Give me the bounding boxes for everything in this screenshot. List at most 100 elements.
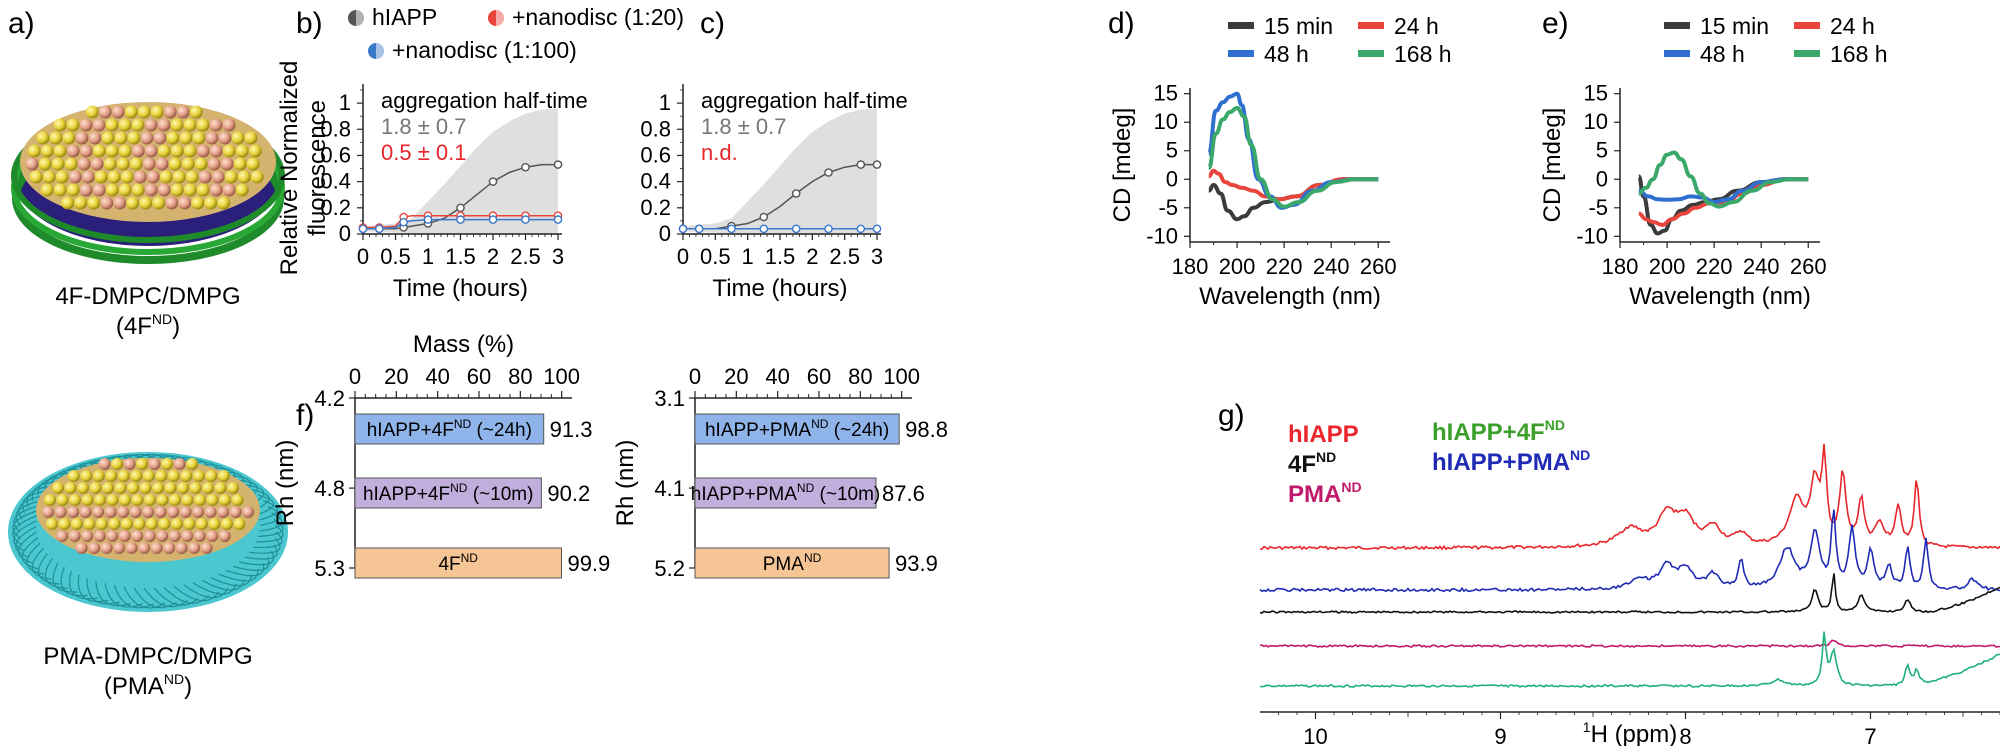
polymer-fiber [218, 568, 259, 582]
y-tick-label: 0 [1166, 166, 1178, 191]
y-tick-label: 4.8 [314, 476, 345, 501]
lipid-headgroup [74, 196, 88, 210]
spectrum-hiapp-pma [1259, 509, 2000, 593]
y-tick-label: 0.2 [320, 195, 351, 220]
lipid-headgroup [229, 506, 242, 518]
legend-swatch-24-h [1794, 22, 1820, 29]
x-tick-label: 100 [883, 364, 920, 389]
lipid-headgroup [214, 482, 227, 494]
nanodisc-4f-illustration [11, 102, 285, 264]
bar-hiapp-pma-10m [694, 477, 877, 509]
series-line-48-h [1638, 177, 1809, 205]
polymer-fiber [183, 584, 229, 599]
lipid-headgroup [154, 506, 167, 518]
series-line-168-h [1638, 150, 1809, 209]
lipid-headgroup [157, 144, 171, 158]
panel-letter-b: b) [296, 7, 323, 40]
lipid-headgroup [233, 157, 247, 171]
lipid-headgroup [131, 530, 144, 542]
lipid-headgroup [145, 518, 158, 530]
lipid-headgroup [114, 131, 128, 145]
legend-label-48-h: 48 h [1700, 41, 1745, 67]
lipid-headgroup [142, 157, 156, 171]
x-tick-label: 60 [467, 364, 491, 389]
x-tick-label: 180 [1602, 254, 1639, 279]
lipid-headgroup [124, 105, 138, 119]
lipid-headgroup [79, 183, 93, 197]
lipid-headgroup [156, 530, 169, 542]
lipid-headgroup [106, 530, 119, 542]
lipid-headgroup [129, 157, 143, 171]
lipid-headgroup [61, 196, 75, 210]
lipid-headgroup [183, 118, 197, 132]
lipid-headgroup [172, 170, 186, 184]
lipid-headgroup [85, 105, 99, 119]
bar-value: 91.3 [550, 417, 593, 442]
legend-label-168-h: 168 h [1830, 41, 1888, 67]
lipid-headgroup [205, 131, 219, 145]
y-axis-label-line1: Relative Normalized [276, 61, 303, 276]
y-axis-label: CD [mdeg] [1539, 108, 1566, 223]
polymer-fiber [86, 578, 120, 605]
legend-label-hiapp-4fnd: hIAPP+4FND [1432, 417, 1565, 446]
x-tick-label: 7 [1864, 724, 1876, 746]
lipid-headgroup [131, 118, 145, 132]
bar-4f [354, 547, 562, 579]
series-point-nanodisc-1-100 [553, 215, 563, 224]
x-tick-label: 2 [806, 244, 818, 269]
lipid-headgroup [175, 542, 188, 554]
y-tick-label: 4.1 [654, 476, 685, 501]
lipid-headgroup [94, 494, 106, 506]
x-tick-label: 3 [871, 244, 883, 269]
series-point-nanodisc-1-100 [423, 215, 433, 224]
lipid-headgroup [118, 144, 132, 158]
series-point-nanodisc-1-100 [358, 224, 368, 234]
y-tick-label: 10 [1154, 109, 1178, 134]
lipid-headgroup [153, 131, 167, 145]
x-tick-label: 0 [689, 364, 701, 389]
lipid-headgroup [117, 470, 130, 482]
lipid-headgroup [87, 196, 101, 210]
lipid-headgroup [188, 542, 201, 554]
lipid-headgroup [105, 470, 118, 482]
lipid-headgroup [185, 170, 199, 184]
lipid-headgroup [98, 458, 111, 470]
x-tick-label: 200 [1219, 254, 1256, 279]
polymer-fiber [77, 574, 109, 603]
lipid-headgroup [207, 157, 221, 171]
x-tick-label: 20 [384, 364, 408, 389]
lipid-headgroup [40, 144, 54, 158]
series-line-24-h [1638, 177, 1809, 227]
lipid-headgroup [177, 482, 189, 494]
panel-letter-d: d) [1108, 7, 1135, 40]
lipid-headgroup [126, 196, 140, 210]
lipid-headgroup [98, 105, 112, 119]
y-axis-label-line2: fluorescence [304, 100, 331, 236]
lipid-headgroup [209, 144, 223, 158]
chart-f1: 0 20 40 60 80 100 Mass (%) 4.2 4.8 5.3 Rh (nm) hIAP… [272, 331, 610, 581]
series-point-nanodisc-1-100 [374, 224, 384, 234]
x-tick-label: 0 [677, 244, 689, 269]
y-tick-label: 15 [1154, 81, 1178, 106]
lipid-headgroup [69, 494, 81, 506]
lipid-headgroup [81, 494, 94, 506]
spectrum-hiapp [1260, 443, 2000, 551]
lipid-headgroup [133, 170, 147, 184]
lipid-headgroup [222, 118, 236, 132]
x-axis-label: Wavelength (nm) [1629, 283, 1811, 310]
lipid-headgroup [53, 183, 67, 197]
series-point-nanodisc-1-100 [456, 215, 465, 224]
legend-swatch-48-h [1228, 50, 1254, 57]
lipid-headgroup [150, 542, 163, 554]
lipid-headgroup [81, 530, 94, 542]
lipid-headgroup [163, 542, 176, 554]
lipid-headgroup [79, 118, 93, 132]
lipid-headgroup [144, 144, 158, 158]
lipid-headgroup [64, 157, 78, 171]
y-tick-label: 4.2 [314, 386, 345, 411]
polymer-fiber [258, 518, 284, 538]
lipid-headgroup [152, 482, 164, 494]
y-tick-label: 0 [339, 221, 351, 246]
